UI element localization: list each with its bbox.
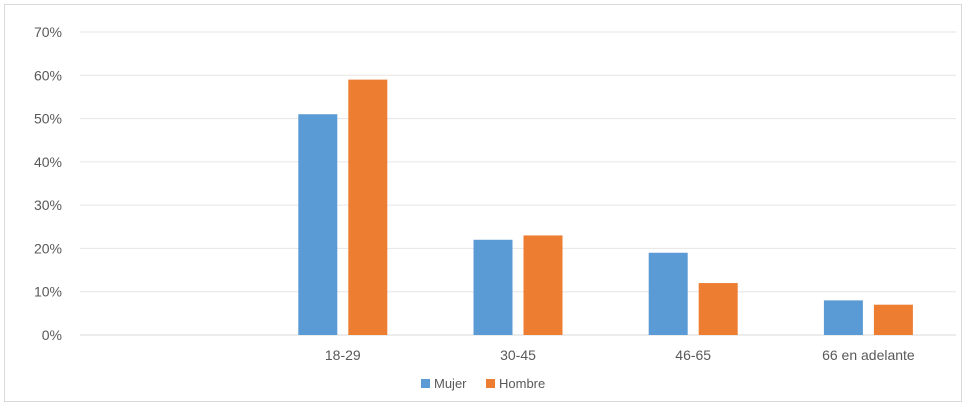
legend-swatch-hombre [486, 379, 495, 388]
x-axis: 18-29 30-45 46-65 66 en adelante [325, 347, 915, 363]
bar-hombre-18-29 [348, 79, 388, 335]
bar-mujer-18-29 [298, 114, 338, 335]
y-tick-label: 60% [34, 67, 62, 83]
y-tick-label: 40% [34, 154, 62, 170]
y-tick-label: 10% [34, 284, 62, 300]
y-tick-label: 30% [34, 197, 62, 213]
y-tick-label: 70% [34, 24, 62, 40]
y-tick-label: 20% [34, 240, 62, 256]
x-tick-label: 18-29 [325, 347, 361, 363]
y-axis: 0% 10% 20% 30% 40% 50% 60% 70% [34, 24, 62, 343]
y-tick-label: 50% [34, 111, 62, 127]
chart-area [4, 4, 962, 402]
bar-hombre-30-45 [523, 235, 563, 335]
legend-label-mujer: Mujer [434, 376, 467, 391]
gridlines [80, 31, 956, 336]
x-tick-label: 30-45 [500, 347, 536, 363]
bar-mujer-66-en-adelante [823, 300, 863, 335]
x-tick-label: 46-65 [675, 347, 711, 363]
bar-hombre-46-65 [698, 283, 738, 335]
bars [298, 79, 913, 335]
legend: Mujer Hombre [421, 376, 545, 391]
legend-label-hombre: Hombre [499, 376, 545, 391]
bar-hombre-66-en-adelante [873, 304, 913, 335]
y-tick-label: 0% [42, 327, 62, 343]
x-tick-label: 66 en adelante [822, 347, 915, 363]
bar-mujer-46-65 [648, 252, 688, 335]
legend-swatch-mujer [421, 379, 430, 388]
bar-mujer-30-45 [473, 239, 513, 335]
